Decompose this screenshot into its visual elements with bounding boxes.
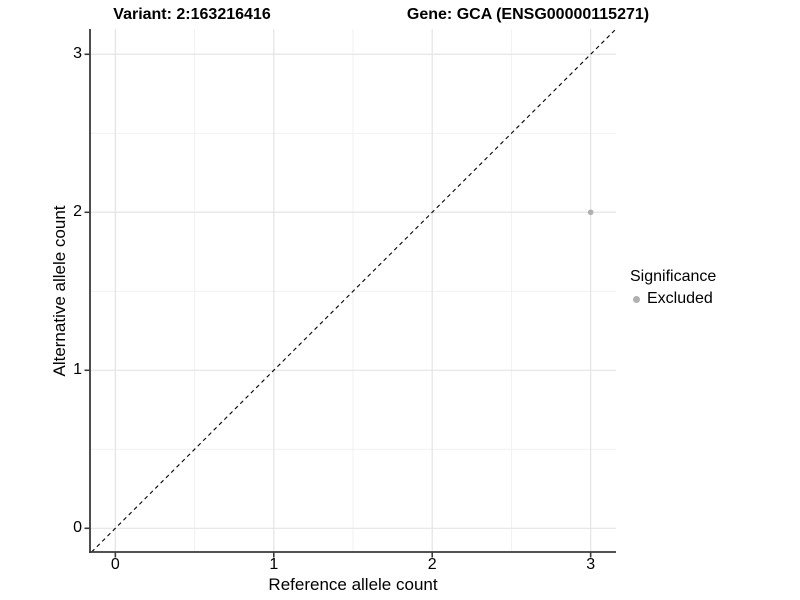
identity-dashed-line (91, 28, 617, 553)
x-tick-label: 0 (110, 556, 120, 573)
legend-item: Excluded (630, 290, 716, 308)
legend-title: Significance (630, 268, 717, 285)
x-tick-label: 3 (586, 556, 596, 573)
y-tick-label: 2 (73, 203, 82, 221)
y-tick-label: 1 (73, 361, 82, 379)
y-axis-title: Alternative allele count (50, 205, 69, 377)
x-tick-label: 2 (427, 556, 437, 573)
x-tick-label: 1 (269, 556, 279, 573)
legend: Significance Excluded (630, 268, 716, 308)
plot-title-variant: Variant: 2:163216416 (113, 6, 271, 23)
legend-key-dot-icon (633, 295, 640, 303)
x-axis-title: Reference allele count (268, 575, 438, 594)
y-tick-label: 3 (73, 45, 82, 63)
legend-items: Excluded (630, 290, 716, 308)
plot-title-gene: Gene: GCA (ENSG00000115271) (406, 6, 650, 23)
y-tick-label: 0 (73, 519, 82, 537)
data-point (587, 209, 594, 216)
legend-item-label: Excluded (647, 290, 713, 307)
